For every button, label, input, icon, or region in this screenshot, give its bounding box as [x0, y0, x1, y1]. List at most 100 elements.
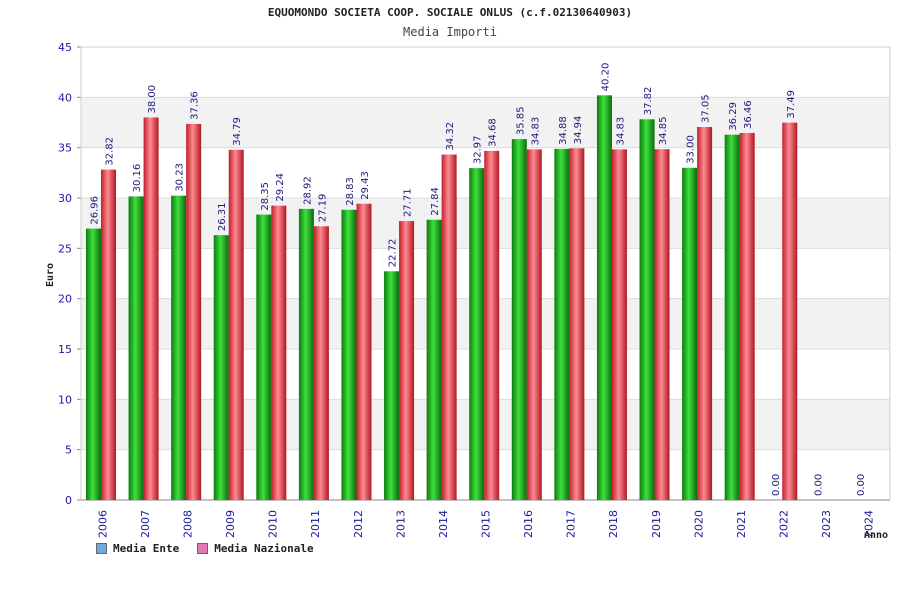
y-axis-label: Euro: [45, 263, 56, 287]
data-label-media-nazionale: 27.19: [317, 194, 328, 223]
data-label-media-ente: 35.85: [515, 106, 526, 135]
data-label-media-nazionale: 34.79: [232, 117, 243, 146]
y-tick-label: 45: [58, 41, 72, 54]
data-label-media-ente: 0.00: [813, 474, 824, 496]
grid-band: [81, 97, 890, 148]
bar-media-ente: [639, 119, 655, 501]
bar-media-nazionale: [654, 149, 670, 500]
bar-media-ente: [554, 148, 570, 500]
bar-media-ente: [256, 214, 272, 501]
bar-media-ente: [213, 235, 229, 500]
x-tick-label: 2016: [522, 510, 535, 538]
bar-media-ente: [426, 219, 442, 500]
x-tick-label: 2011: [309, 510, 322, 538]
bar-media-nazionale: [569, 148, 585, 500]
data-label-media-nazionale: 36.46: [743, 100, 754, 129]
data-label-media-ente: 0.00: [771, 474, 782, 496]
data-label-media-ente: 0.00: [856, 474, 867, 496]
bar-media-nazionale: [101, 169, 116, 500]
y-tick-label: 10: [58, 393, 72, 406]
data-label-media-ente: 26.31: [217, 203, 228, 232]
data-label-media-ente: 40.20: [600, 63, 611, 92]
bar-media-nazionale: [484, 150, 500, 500]
data-label-media-ente: 27.84: [430, 187, 441, 216]
x-tick-label: 2015: [480, 510, 493, 538]
data-label-media-nazionale: 34.83: [615, 117, 626, 146]
bar-media-nazionale: [143, 117, 159, 500]
bar-media-ente: [511, 139, 527, 501]
bar-media-nazionale: [228, 149, 244, 500]
legend-swatch-nazionale: [197, 543, 209, 554]
bar-media-ente: [469, 168, 485, 501]
bar-media-nazionale: [739, 132, 755, 500]
data-label-media-nazionale: 29.43: [360, 171, 371, 200]
x-tick-label: 2007: [139, 510, 152, 538]
y-tick-label: 15: [58, 343, 72, 356]
data-label-media-ente: 33.00: [686, 135, 697, 164]
bar-media-nazionale: [611, 149, 627, 501]
bar-media-nazionale: [526, 149, 542, 501]
data-label-media-nazionale: 34.94: [573, 116, 584, 145]
data-label-media-nazionale: 37.49: [786, 90, 797, 119]
bar-media-ente: [86, 228, 101, 500]
bar-media-nazionale: [313, 226, 329, 500]
bar-media-nazionale: [399, 221, 415, 500]
chart-legend: Media Ente Media Nazionale: [96, 542, 314, 555]
data-label-media-nazionale: 34.68: [488, 118, 499, 147]
legend-label-nazionale: Media Nazionale: [214, 542, 314, 555]
data-label-media-ente: 36.29: [728, 102, 739, 131]
data-label-media-nazionale: 29.24: [275, 173, 286, 202]
bar-media-nazionale: [356, 203, 372, 500]
x-axis-label: Anno: [864, 530, 888, 541]
x-tick-label: 2017: [565, 510, 578, 538]
y-tick-label: 40: [58, 91, 72, 104]
y-tick-label: 20: [58, 293, 72, 306]
data-label-media-ente: 30.16: [132, 164, 143, 193]
y-tick-label: 25: [58, 242, 72, 255]
x-tick-label: 2020: [692, 510, 705, 538]
data-label-media-ente: 34.88: [558, 116, 569, 145]
legend-item-ente: Media Ente: [96, 542, 179, 555]
x-tick-label: 2023: [820, 510, 833, 538]
x-tick-label: 2008: [181, 510, 194, 538]
x-tick-label: 2010: [267, 510, 280, 538]
data-label-media-nazionale: 34.83: [530, 117, 541, 146]
x-tick-label: 2009: [224, 510, 237, 538]
y-tick-label: 0: [65, 494, 72, 507]
data-label-media-ente: 30.23: [175, 163, 186, 192]
bar-media-nazionale: [697, 127, 713, 500]
y-tick-label: 30: [58, 192, 72, 205]
bar-media-ente: [724, 134, 740, 500]
data-label-media-ente: 22.72: [388, 239, 399, 268]
x-tick-label: 2021: [735, 510, 748, 538]
data-label-media-ente: 32.97: [473, 135, 484, 164]
bar-media-nazionale: [271, 205, 287, 500]
data-label-media-nazionale: 37.36: [190, 91, 201, 120]
chart-subtitle: Media Importi: [403, 25, 497, 39]
bar-media-nazionale: [186, 123, 202, 500]
bar-media-ente: [171, 195, 187, 500]
x-tick-label: 2018: [607, 510, 620, 538]
x-tick-label: 2012: [352, 510, 365, 538]
data-label-media-nazionale: 32.82: [105, 137, 116, 166]
data-label-media-ente: 28.92: [302, 176, 313, 205]
data-label-media-ente: 28.35: [260, 182, 271, 211]
legend-swatch-ente: [96, 543, 107, 554]
legend-label-ente: Media Ente: [113, 542, 180, 555]
y-tick-label: 35: [58, 142, 72, 155]
x-tick-label: 2019: [650, 510, 663, 538]
x-tick-label: 2013: [394, 510, 407, 538]
bar-media-ente: [596, 95, 612, 500]
x-tick-label: 2024: [863, 510, 876, 538]
bar-media-ente: [128, 196, 144, 500]
x-tick-label: 2006: [96, 510, 109, 538]
x-tick-label: 2022: [778, 510, 791, 538]
data-label-media-ente: 28.83: [345, 177, 356, 206]
bar-media-ente: [682, 167, 698, 501]
bar-media-ente: [384, 271, 400, 500]
data-label-media-nazionale: 37.05: [701, 94, 712, 123]
x-tick-label: 2014: [437, 510, 450, 538]
data-label-media-nazionale: 27.71: [403, 188, 414, 217]
data-label-media-ente: 26.96: [90, 196, 101, 225]
